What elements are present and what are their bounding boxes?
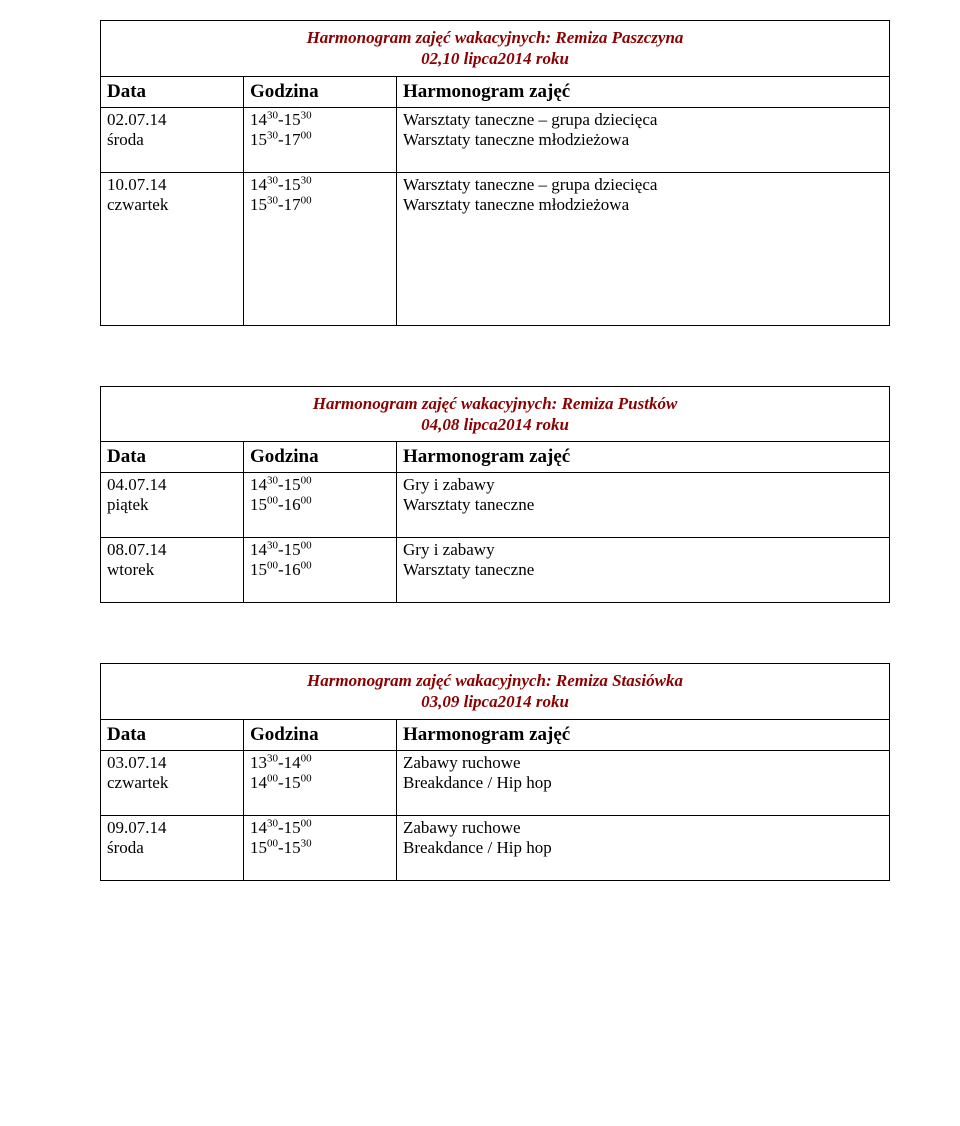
header-row: DataGodzinaHarmonogram zajęć [101, 719, 890, 750]
cell-date: 03.07.14czwartek [101, 750, 244, 815]
section-title-line2: 03,09 lipca2014 roku [107, 691, 883, 712]
header-desc: Harmonogram zajęć [397, 76, 890, 107]
desc-line1: Zabawy ruchowe [403, 753, 883, 773]
time-range: 1500-1600 [250, 495, 390, 515]
date-value: 04.07.14 [107, 475, 237, 495]
time-range: 1430-1500 [250, 818, 390, 838]
table-row: 04.07.14piątek1430-15001500-1600Gry i za… [101, 473, 890, 538]
cell-desc: Gry i zabawyWarsztaty taneczne [397, 538, 890, 603]
cell-date: 10.07.14czwartek [101, 172, 244, 325]
table-row: 03.07.14czwartek1330-14001400-1500Zabawy… [101, 750, 890, 815]
table-row: 10.07.14czwartek1430-15301530-1700Warszt… [101, 172, 890, 325]
section-title: Harmonogram zajęć wakacyjnych: Remiza Pu… [101, 386, 890, 442]
desc-line2: Breakdance / Hip hop [403, 838, 883, 858]
date-weekday: czwartek [107, 773, 237, 793]
desc-line2: Warsztaty taneczne młodzieżowa [403, 195, 883, 215]
desc-line2: Warsztaty taneczne [403, 560, 883, 580]
section-title-line2: 02,10 lipca2014 roku [107, 48, 883, 69]
date-weekday: piątek [107, 495, 237, 515]
table-row: 08.07.14wtorek1430-15001500-1600Gry i za… [101, 538, 890, 603]
date-value: 08.07.14 [107, 540, 237, 560]
header-time: Godzina [244, 719, 397, 750]
time-range: 1400-1500 [250, 773, 390, 793]
desc-line1: Zabawy ruchowe [403, 818, 883, 838]
cell-date: 04.07.14piątek [101, 473, 244, 538]
cell-date: 09.07.14środa [101, 815, 244, 880]
section-title: Harmonogram zajęć wakacyjnych: Remiza St… [101, 664, 890, 720]
cell-time: 1430-15301530-1700 [244, 172, 397, 325]
schedule-block: Harmonogram zajęć wakacyjnych: Remiza St… [100, 663, 890, 881]
cell-desc: Zabawy ruchoweBreakdance / Hip hop [397, 750, 890, 815]
schedule-block: Harmonogram zajęć wakacyjnych: Remiza Pu… [100, 386, 890, 604]
header-time: Godzina [244, 442, 397, 473]
header-row: DataGodzinaHarmonogram zajęć [101, 76, 890, 107]
cell-desc: Warsztaty taneczne – grupa dziecięcaWars… [397, 107, 890, 172]
header-desc: Harmonogram zajęć [397, 442, 890, 473]
cell-time: 1430-15001500-1530 [244, 815, 397, 880]
cell-time: 1430-15001500-1600 [244, 473, 397, 538]
time-range: 1430-1530 [250, 110, 390, 130]
date-value: 03.07.14 [107, 753, 237, 773]
schedule-block: Harmonogram zajęć wakacyjnych: Remiza Pa… [100, 20, 890, 326]
date-value: 10.07.14 [107, 175, 237, 195]
time-range: 1500-1530 [250, 838, 390, 858]
desc-line2: Breakdance / Hip hop [403, 773, 883, 793]
date-value: 09.07.14 [107, 818, 237, 838]
time-range: 1430-1500 [250, 475, 390, 495]
desc-line1: Warsztaty taneczne – grupa dziecięca [403, 175, 883, 195]
schedule-table: Harmonogram zajęć wakacyjnych: Remiza Pa… [100, 20, 890, 326]
cell-desc: Gry i zabawyWarsztaty taneczne [397, 473, 890, 538]
section-title: Harmonogram zajęć wakacyjnych: Remiza Pa… [101, 21, 890, 77]
desc-line2: Warsztaty taneczne młodzieżowa [403, 130, 883, 150]
time-range: 1430-1530 [250, 175, 390, 195]
cell-desc: Warsztaty taneczne – grupa dziecięcaWars… [397, 172, 890, 325]
time-range: 1330-1400 [250, 753, 390, 773]
schedule-table: Harmonogram zajęć wakacyjnych: Remiza St… [100, 663, 890, 881]
section-title-line1: Harmonogram zajęć wakacyjnych: Remiza Pu… [107, 393, 883, 414]
date-weekday: wtorek [107, 560, 237, 580]
section-title-line1: Harmonogram zajęć wakacyjnych: Remiza St… [107, 670, 883, 691]
table-row: 02.07.14środa1430-15301530-1700Warsztaty… [101, 107, 890, 172]
cell-time: 1430-15301530-1700 [244, 107, 397, 172]
date-weekday: środa [107, 130, 237, 150]
cell-time: 1330-14001400-1500 [244, 750, 397, 815]
table-row: 09.07.14środa1430-15001500-1530Zabawy ru… [101, 815, 890, 880]
date-weekday: czwartek [107, 195, 237, 215]
header-date: Data [101, 76, 244, 107]
desc-line1: Gry i zabawy [403, 540, 883, 560]
header-date: Data [101, 442, 244, 473]
cell-desc: Zabawy ruchoweBreakdance / Hip hop [397, 815, 890, 880]
section-title-line2: 04,08 lipca2014 roku [107, 414, 883, 435]
section-title-line1: Harmonogram zajęć wakacyjnych: Remiza Pa… [107, 27, 883, 48]
cell-date: 02.07.14środa [101, 107, 244, 172]
time-range: 1530-1700 [250, 130, 390, 150]
cell-time: 1430-15001500-1600 [244, 538, 397, 603]
time-range: 1430-1500 [250, 540, 390, 560]
header-time: Godzina [244, 76, 397, 107]
time-range: 1530-1700 [250, 195, 390, 215]
schedule-table: Harmonogram zajęć wakacyjnych: Remiza Pu… [100, 386, 890, 604]
cell-date: 08.07.14wtorek [101, 538, 244, 603]
header-desc: Harmonogram zajęć [397, 719, 890, 750]
time-range: 1500-1600 [250, 560, 390, 580]
page: Harmonogram zajęć wakacyjnych: Remiza Pa… [0, 0, 960, 1126]
date-value: 02.07.14 [107, 110, 237, 130]
desc-line1: Warsztaty taneczne – grupa dziecięca [403, 110, 883, 130]
desc-line2: Warsztaty taneczne [403, 495, 883, 515]
header-date: Data [101, 719, 244, 750]
desc-line1: Gry i zabawy [403, 475, 883, 495]
header-row: DataGodzinaHarmonogram zajęć [101, 442, 890, 473]
date-weekday: środa [107, 838, 237, 858]
